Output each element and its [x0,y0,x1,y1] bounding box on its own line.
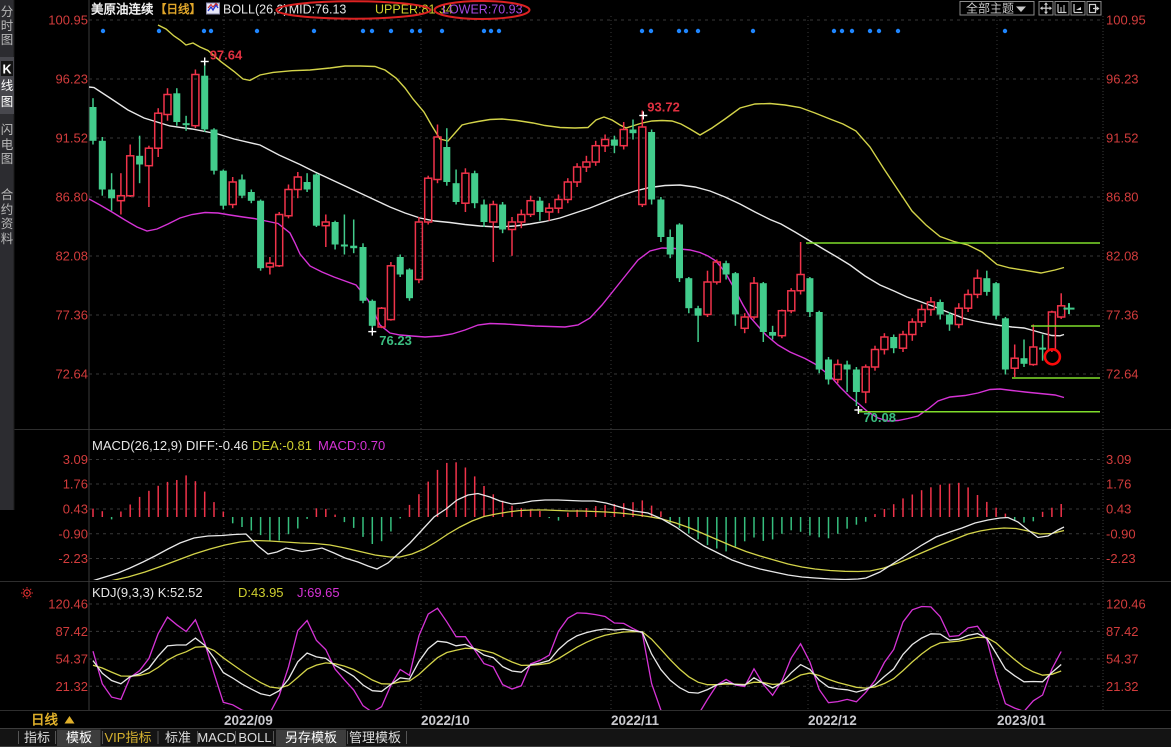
svg-text:LOWER:70.93: LOWER:70.93 [442,3,523,17]
svg-text:资: 资 [1,217,14,231]
svg-text:76.23: 76.23 [379,333,412,348]
svg-text:分: 分 [1,5,14,19]
svg-text:77.36: 77.36 [1106,308,1139,323]
svg-text:120.46: 120.46 [48,597,88,612]
svg-text:-2.23: -2.23 [1106,551,1136,566]
svg-text:K: K [2,63,11,77]
svg-text:2022/12: 2022/12 [808,713,857,728]
svg-text:87.42: 87.42 [1106,624,1139,639]
svg-text:21.32: 21.32 [55,679,88,694]
svg-text:DEA:-0.81: DEA:-0.81 [252,438,312,453]
svg-text:合: 合 [1,187,14,202]
svg-text:-0.90: -0.90 [1106,526,1136,541]
svg-text:1.76: 1.76 [1106,477,1131,492]
svg-text:J:69.65: J:69.65 [297,585,340,600]
svg-text:72.64: 72.64 [55,367,88,382]
svg-text:D:43.95: D:43.95 [238,585,284,600]
svg-text:91.52: 91.52 [55,131,88,146]
svg-text:87.42: 87.42 [55,624,88,639]
svg-text:21.32: 21.32 [1106,679,1139,694]
svg-text:图: 图 [1,95,14,109]
svg-text:另存模板: 另存模板 [285,730,337,745]
svg-text:70.08: 70.08 [863,410,896,425]
svg-text:MACD(26,12,9) DIFF:-0.46: MACD(26,12,9) DIFF:-0.46 [92,438,248,453]
svg-text:-0.90: -0.90 [58,526,88,541]
svg-text:时: 时 [1,19,14,33]
svg-text:电: 电 [1,138,14,152]
svg-text:图: 图 [1,33,14,47]
svg-text:美原油连续: 美原油连续 [91,2,154,17]
svg-text:54.37: 54.37 [1106,652,1139,667]
svg-text:BOLL: BOLL [238,730,271,745]
svg-text:模板: 模板 [66,730,92,745]
svg-text:2022/09: 2022/09 [224,713,273,728]
svg-text:管理模板: 管理模板 [349,730,401,745]
svg-text:100.95: 100.95 [48,13,88,28]
svg-text:MACD:0.70: MACD:0.70 [318,438,385,453]
svg-text:86.80: 86.80 [55,190,88,205]
svg-text:93.72: 93.72 [647,100,680,115]
svg-text:图: 图 [1,152,14,166]
svg-text:BOLL(26,2): BOLL(26,2) [223,3,288,17]
svg-text:86.80: 86.80 [1106,190,1139,205]
svg-text:0.43: 0.43 [1106,502,1131,517]
svg-text:96.23: 96.23 [1106,72,1139,87]
svg-text:料: 料 [1,232,14,246]
svg-text:MID:76.13: MID:76.13 [289,3,347,17]
svg-text:VIP指标: VIP指标 [105,730,152,745]
svg-text:91.52: 91.52 [1106,131,1139,146]
svg-text:日线: 日线 [31,712,58,728]
svg-text:54.37: 54.37 [55,652,88,667]
svg-text:MACD: MACD [197,730,235,745]
svg-text:KDJ(9,3,3) K:52.52: KDJ(9,3,3) K:52.52 [92,585,203,600]
svg-text:3.09: 3.09 [63,452,88,467]
svg-text:82.08: 82.08 [55,249,88,264]
svg-text:97.64: 97.64 [210,48,243,63]
svg-text:-2.23: -2.23 [58,551,88,566]
svg-text:闪: 闪 [1,123,14,137]
svg-text:全部主题: 全部主题 [966,1,1014,16]
svg-text:2022/11: 2022/11 [611,713,660,728]
svg-text:1.76: 1.76 [63,477,88,492]
svg-text:0.43: 0.43 [63,502,88,517]
svg-text:72.64: 72.64 [1106,367,1139,382]
svg-text:2023/01: 2023/01 [997,713,1046,728]
svg-text:指标: 指标 [24,730,50,745]
svg-text:3.09: 3.09 [1106,452,1131,467]
svg-text:约: 约 [1,202,14,217]
svg-text:82.08: 82.08 [1106,249,1139,264]
svg-text:线: 线 [1,79,14,93]
svg-text:96.23: 96.23 [55,72,88,87]
svg-text:标准: 标准 [165,730,191,745]
svg-text:120.46: 120.46 [1106,597,1146,612]
svg-text:100.95: 100.95 [1106,13,1146,28]
svg-text:UPPER:81.34: UPPER:81.34 [375,3,453,17]
svg-text:77.36: 77.36 [55,308,88,323]
svg-text:2022/10: 2022/10 [421,713,470,728]
svg-text:【日线】: 【日线】 [155,2,201,16]
